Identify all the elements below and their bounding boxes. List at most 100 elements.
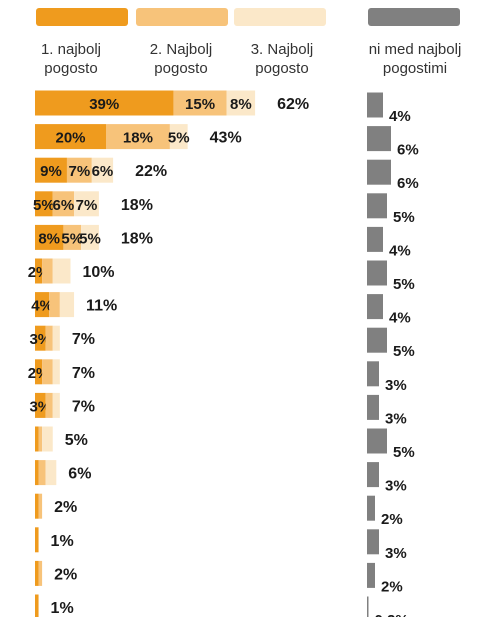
bar-r11-s2	[38, 426, 43, 452]
bar-r7-s3	[59, 292, 75, 318]
bar-r12-s3	[45, 460, 57, 486]
bars-group: 39% 15% 8% 62%20% 18% 5% 43%9% 7% 6% 22%5%6% 7% 18%…	[28, 90, 309, 617]
bar-r15-s2	[38, 560, 43, 586]
bar-label-r3-s3: 6%	[92, 163, 114, 180]
bar-label-r4-s3: 7%	[76, 197, 98, 214]
legend-swatch-2	[136, 8, 228, 26]
total-label-r13: 2%	[54, 499, 77, 516]
bar-r12-s2	[38, 460, 46, 486]
bar-r10-s2	[45, 392, 53, 418]
bar-r1-s2	[173, 90, 227, 116]
bar-r3-s1	[35, 157, 67, 183]
bar-r5-s3	[81, 224, 99, 250]
bar-r9-s2	[42, 359, 53, 385]
gray-label-r11: 5%	[393, 444, 415, 461]
bar-r1-s1	[35, 90, 174, 116]
bar-r15-s1	[35, 560, 39, 586]
legend-swatch-4	[368, 8, 460, 26]
total-label-r2: 43%	[210, 130, 242, 147]
total-label-r14: 1%	[51, 533, 74, 550]
gray-label-r9: 3%	[385, 377, 407, 394]
legend-label-2: 2. Najbolj pogosto	[150, 41, 213, 77]
gray-bar-r14	[367, 529, 379, 555]
bar-r3-s2	[66, 157, 92, 183]
total-label-r9: 7%	[72, 365, 95, 382]
bar-label-r2-s2: 18%	[123, 130, 153, 147]
bar-label-r4-s1: 5%	[33, 197, 55, 214]
bar-r10-s3	[52, 392, 60, 418]
gray-bar-r11	[367, 428, 387, 454]
gray-label-r15: 2%	[381, 578, 403, 595]
bar-label-r1-s2: 15%	[185, 96, 215, 113]
bar-label-r5-s2: 5%	[61, 230, 83, 247]
gray-bar-r16	[367, 596, 369, 617]
total-label-r4: 18%	[121, 197, 153, 214]
total-label-r8: 7%	[72, 331, 95, 348]
bar-r1-s3	[226, 90, 256, 116]
legend-swatch-3	[234, 8, 326, 26]
bar-r4-s3	[74, 191, 99, 217]
gray-bar-r12	[367, 462, 379, 488]
legend-swatch-1	[36, 8, 128, 26]
gray-bar-r9	[367, 361, 379, 387]
legend-label-4: ni med najbolj pogostimi	[369, 41, 462, 77]
bar-r8-s2	[45, 325, 53, 351]
bar-r12-s1	[35, 460, 39, 486]
bar-r9-s1	[35, 359, 43, 385]
bar-r8-s3	[52, 325, 60, 351]
gray-bar-r7	[367, 294, 383, 320]
bar-r8-s1	[35, 325, 46, 351]
gray-bar-r2	[367, 126, 391, 152]
gray-bar-r1	[367, 92, 383, 118]
total-label-r10: 7%	[72, 398, 95, 415]
gray-bar-r10	[367, 394, 379, 420]
bar-r2-s3	[169, 124, 188, 150]
total-label-r7: 11%	[86, 298, 117, 315]
bar-r16-s1	[35, 594, 39, 617]
total-label-r5: 18%	[121, 230, 153, 247]
bar-label-r5-s3: 5%	[79, 230, 101, 247]
gray-label-r8: 5%	[393, 343, 415, 360]
legend: 1. najbolj pogosto 2. Najbolj pogosto 3. Naj…	[36, 8, 461, 77]
bar-label-r7-s1: 4%	[31, 298, 53, 315]
bar-r11-s1	[35, 426, 39, 452]
legend-label-3: 3. Najbolj pogosto	[251, 41, 314, 77]
bar-r9-s3	[52, 359, 60, 385]
bar-label-r1-s3: 8%	[230, 96, 252, 113]
total-label-r16: 1%	[51, 600, 74, 617]
bar-r4-s1	[35, 191, 53, 217]
gray-label-r2: 6%	[397, 142, 419, 159]
gray-bar-r6	[367, 260, 387, 286]
gray-bar-r5	[367, 226, 383, 252]
bar-r2-s2	[106, 124, 170, 150]
gray-label-r1: 4%	[389, 108, 411, 125]
bar-label-r3-s2: 7%	[69, 163, 91, 180]
bar-r6-s2	[42, 258, 53, 284]
bar-r6-s3	[52, 258, 71, 284]
gray-label-r12: 3%	[385, 478, 407, 495]
total-label-r15: 2%	[54, 566, 77, 583]
bar-label-r4-s2: 6%	[53, 197, 75, 214]
bar-r6-s1	[35, 258, 43, 284]
bar-r13-s1	[35, 493, 39, 519]
bar-r2-s1	[35, 124, 106, 150]
bar-label-r2-s1: 20%	[55, 130, 85, 147]
gray-label-r10: 3%	[385, 410, 407, 427]
bar-r3-s3	[91, 157, 114, 183]
gray-label-r7: 4%	[389, 310, 411, 327]
bar-r11-s3	[42, 426, 53, 452]
bar-label-r1-s1: 39%	[89, 96, 119, 113]
bar-r10-s1	[35, 392, 46, 418]
gray-bar-r3	[367, 159, 391, 185]
gray-label-r13: 2%	[381, 511, 403, 528]
legend-label-1: 1. najbolj pogosto	[41, 41, 101, 77]
bar-r7-s1	[35, 292, 50, 318]
bar-r7-s2	[49, 292, 60, 318]
total-label-r11: 5%	[65, 432, 88, 449]
bar-label-r5-s1: 8%	[38, 230, 60, 247]
gray-label-r16: 0.2%	[375, 612, 409, 617]
bar-label-r2-s3: 5%	[168, 130, 190, 147]
total-label-r1: 62%	[277, 96, 309, 113]
bar-r5-s1	[35, 224, 64, 250]
